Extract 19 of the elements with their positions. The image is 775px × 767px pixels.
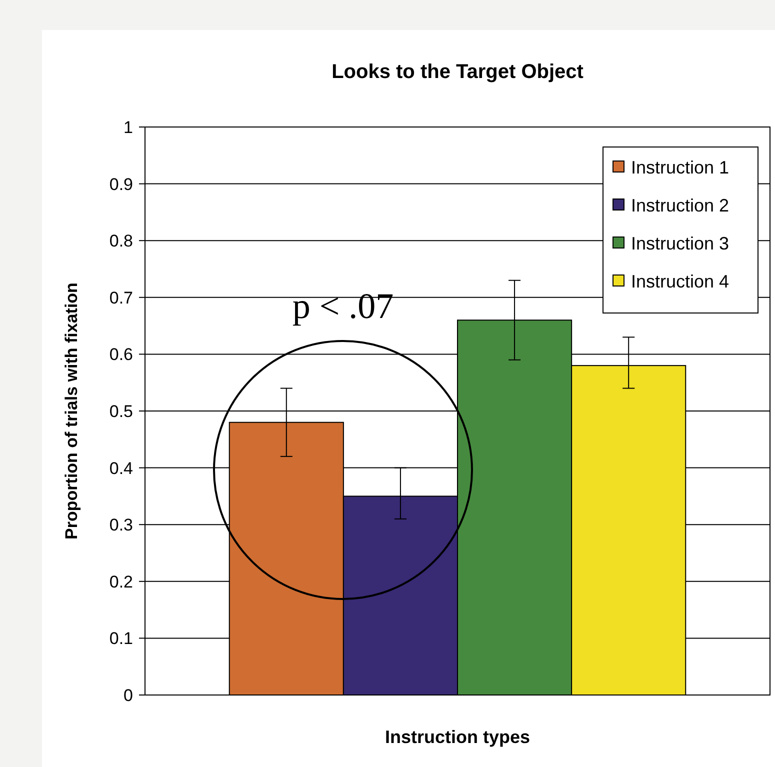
y-tick-label: 0.4	[109, 458, 133, 478]
y-tick-label: 0	[124, 686, 133, 705]
y-tick-label: 0.3	[109, 516, 133, 535]
y-tick-label: 0.6	[109, 345, 133, 364]
y-tick-label: 0.5	[109, 402, 133, 421]
legend-label: Instruction 4	[631, 271, 730, 292]
legend-label: Instruction 2	[631, 195, 730, 216]
y-tick-label: 0.9	[109, 174, 133, 194]
chart-title: Looks to the Target Object	[332, 61, 584, 83]
y-tick-label: 0.2	[109, 572, 133, 592]
legend-label: Instruction 3	[631, 233, 730, 254]
y-tick-label: 0.1	[109, 629, 133, 648]
y-tick-label: 0.8	[109, 232, 133, 251]
annotation: p < .07	[292, 286, 394, 326]
x-axis-title: Instruction types	[384, 727, 530, 747]
legend-label: Instruction 1	[631, 157, 730, 178]
y-tick-label: 0.7	[109, 288, 133, 308]
y-tick-label: 1	[124, 118, 133, 137]
y-axis-title: Proportion of trials with fixation	[62, 282, 81, 540]
